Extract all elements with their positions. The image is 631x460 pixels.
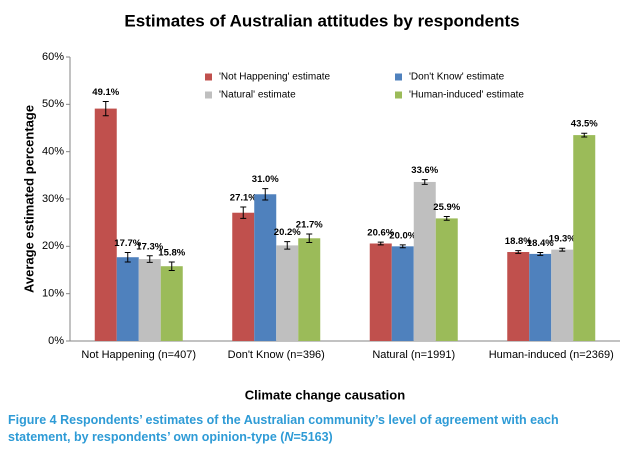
y-tick-label: 10% bbox=[42, 288, 64, 300]
chart: Estimates of Australian attitudes by res… bbox=[21, 11, 620, 402]
bar bbox=[369, 243, 392, 341]
bar bbox=[435, 218, 458, 341]
data-label: 18.8% bbox=[505, 236, 532, 247]
legend-swatch bbox=[395, 91, 402, 99]
bar bbox=[160, 266, 183, 341]
bar bbox=[573, 135, 596, 341]
bar bbox=[551, 249, 574, 341]
error-bar bbox=[262, 188, 269, 201]
bar bbox=[254, 194, 277, 341]
caption-text: Figure 4 Respondents’ estimates of the A… bbox=[8, 413, 559, 444]
error-bar bbox=[421, 179, 428, 185]
bar bbox=[529, 253, 552, 341]
data-label: 20.2% bbox=[274, 227, 301, 238]
legend-label: 'Human-induced' estimate bbox=[409, 90, 524, 101]
error-bar bbox=[581, 132, 588, 138]
x-tick-label: Don't Know (n=396) bbox=[228, 349, 325, 361]
legend-label: 'Don't Know' estimate bbox=[409, 72, 505, 83]
data-label: 31.0% bbox=[252, 174, 279, 185]
data-label: 18.4% bbox=[527, 238, 554, 249]
data-label: 43.5% bbox=[571, 119, 598, 130]
error-bar bbox=[306, 233, 313, 244]
y-tick-label: 40% bbox=[42, 146, 64, 158]
bar bbox=[276, 245, 299, 341]
caption: Figure 4 Respondents’ estimates of the A… bbox=[8, 412, 620, 446]
y-tick-label: 60% bbox=[42, 51, 64, 63]
error-bar bbox=[559, 247, 566, 252]
data-label: 25.9% bbox=[433, 202, 460, 213]
data-label: 17.3% bbox=[136, 241, 163, 252]
data-label: 33.6% bbox=[411, 165, 438, 176]
data-label: 21.7% bbox=[296, 220, 323, 231]
bar bbox=[298, 238, 321, 341]
data-label: 19.3% bbox=[549, 234, 576, 245]
caption-text: N bbox=[284, 430, 294, 444]
legend-label: 'Natural' estimate bbox=[219, 90, 296, 101]
error-bar bbox=[240, 206, 247, 219]
caption-text: =5163) bbox=[293, 430, 333, 444]
error-bar bbox=[443, 216, 450, 221]
bar bbox=[391, 246, 414, 341]
y-tick-label: 0% bbox=[48, 335, 64, 347]
error-bar bbox=[537, 251, 544, 256]
error-bar bbox=[284, 241, 291, 250]
error-bar bbox=[515, 250, 522, 254]
y-axis-title: Average estimated percentage bbox=[21, 105, 36, 293]
error-bar bbox=[399, 244, 406, 249]
bar bbox=[507, 252, 530, 341]
legend-swatch bbox=[205, 73, 212, 81]
y-tick-label: 50% bbox=[42, 98, 64, 110]
x-tick-label: Not Happening (n=407) bbox=[81, 349, 196, 361]
data-label: 49.1% bbox=[92, 87, 119, 98]
legend-swatch bbox=[205, 91, 212, 99]
y-tick-label: 20% bbox=[42, 240, 64, 252]
data-label: 27.1% bbox=[230, 193, 257, 204]
data-label: 17.7% bbox=[114, 238, 141, 249]
bar bbox=[138, 259, 161, 341]
error-bar bbox=[124, 251, 131, 263]
data-label: 15.8% bbox=[158, 247, 185, 258]
data-label: 20.6% bbox=[367, 228, 394, 239]
legend-label: 'Not Happening' estimate bbox=[219, 72, 331, 83]
legend-swatch bbox=[395, 73, 402, 81]
error-bar bbox=[377, 241, 384, 246]
bar bbox=[232, 212, 255, 341]
y-tick-label: 30% bbox=[42, 193, 64, 205]
bar bbox=[94, 108, 117, 342]
chart-title: Estimates of Australian attitudes by res… bbox=[124, 11, 519, 30]
bar bbox=[116, 257, 139, 341]
x-axis-title: Climate change causation bbox=[245, 387, 405, 402]
x-tick-label: Human-induced (n=2369) bbox=[489, 349, 614, 361]
bar bbox=[413, 181, 436, 341]
data-label: 20.0% bbox=[389, 230, 416, 241]
x-tick-label: Natural (n=1991) bbox=[372, 349, 455, 361]
error-bar bbox=[146, 255, 153, 263]
error-bar bbox=[168, 261, 175, 271]
error-bar bbox=[102, 100, 109, 117]
